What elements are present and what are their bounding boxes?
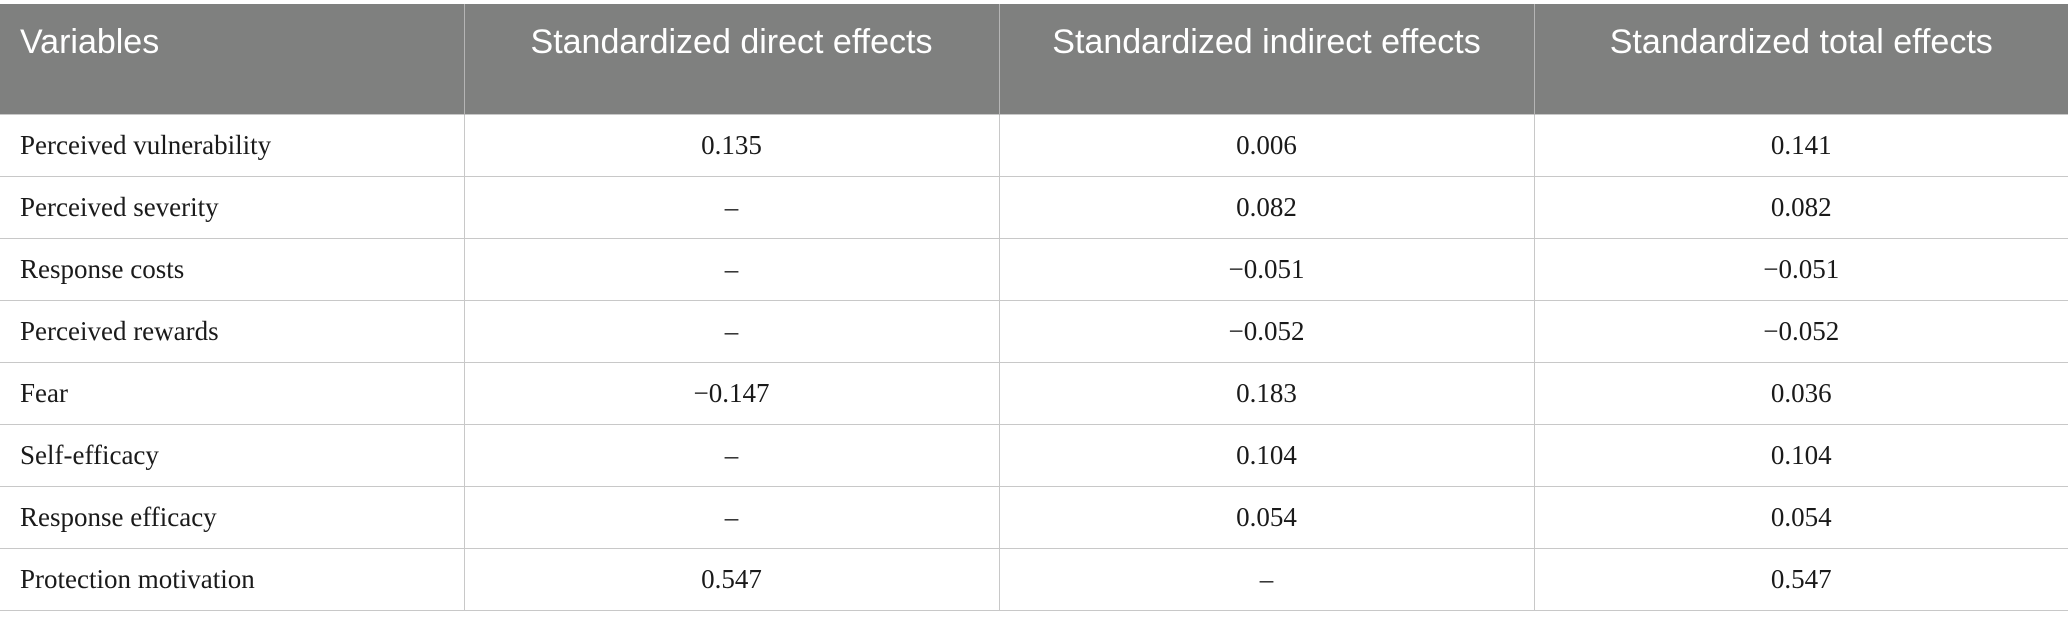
cell-total: 0.141 — [1533, 113, 2068, 177]
cell-direct: – — [463, 299, 1000, 363]
table-row: Protection motivation 0.547 – 0.547 — [0, 547, 2068, 611]
cell-variable: Perceived rewards — [0, 299, 465, 363]
header-indirect-effects: Standardized indirect effects — [998, 4, 1535, 114]
header-direct-effects: Standardized direct effects — [463, 4, 1000, 114]
table-row: Response costs – −0.051 −0.051 — [0, 237, 2068, 301]
cell-direct: – — [463, 423, 1000, 487]
cell-variable: Self-efficacy — [0, 423, 465, 487]
cell-direct: – — [463, 485, 1000, 549]
cell-variable: Perceived severity — [0, 175, 465, 239]
cell-indirect: −0.052 — [998, 299, 1535, 363]
cell-indirect: 0.082 — [998, 175, 1535, 239]
cell-direct: – — [463, 175, 1000, 239]
header-total-effects: Standardized total effects — [1533, 4, 2068, 114]
cell-indirect: 0.183 — [998, 361, 1535, 425]
table-row: Perceived vulnerability 0.135 0.006 0.14… — [0, 113, 2068, 177]
table-row: Self-efficacy – 0.104 0.104 — [0, 423, 2068, 487]
cell-indirect: 0.006 — [998, 113, 1535, 177]
table-row: Perceived severity – 0.082 0.082 — [0, 175, 2068, 239]
cell-total: 0.104 — [1533, 423, 2068, 487]
cell-direct: – — [463, 237, 1000, 301]
cell-total: −0.052 — [1533, 299, 2068, 363]
cell-indirect: – — [998, 547, 1535, 611]
effects-table: Variables Standardized direct effects St… — [0, 4, 2068, 611]
header-variables: Variables — [0, 4, 465, 114]
cell-variable: Response efficacy — [0, 485, 465, 549]
cell-indirect: 0.104 — [998, 423, 1535, 487]
table-row: Perceived rewards – −0.052 −0.052 — [0, 299, 2068, 363]
cell-direct: 0.135 — [463, 113, 1000, 177]
cell-indirect: −0.051 — [998, 237, 1535, 301]
table-row: Response efficacy – 0.054 0.054 — [0, 485, 2068, 549]
cell-indirect: 0.054 — [998, 485, 1535, 549]
table-body: Perceived vulnerability 0.135 0.006 0.14… — [0, 113, 2068, 611]
cell-direct: −0.147 — [463, 361, 1000, 425]
table-row: Fear −0.147 0.183 0.036 — [0, 361, 2068, 425]
cell-total: −0.051 — [1533, 237, 2068, 301]
cell-variable: Protection motivation — [0, 547, 465, 611]
cell-total: 0.036 — [1533, 361, 2068, 425]
cell-variable: Fear — [0, 361, 465, 425]
cell-direct: 0.547 — [463, 547, 1000, 611]
header-row: Variables Standardized direct effects St… — [0, 4, 2068, 114]
cell-variable: Perceived vulnerability — [0, 113, 465, 177]
cell-total: 0.547 — [1533, 547, 2068, 611]
cell-total: 0.082 — [1533, 175, 2068, 239]
table-header: Variables Standardized direct effects St… — [0, 4, 2068, 114]
cell-variable: Response costs — [0, 237, 465, 301]
cell-total: 0.054 — [1533, 485, 2068, 549]
